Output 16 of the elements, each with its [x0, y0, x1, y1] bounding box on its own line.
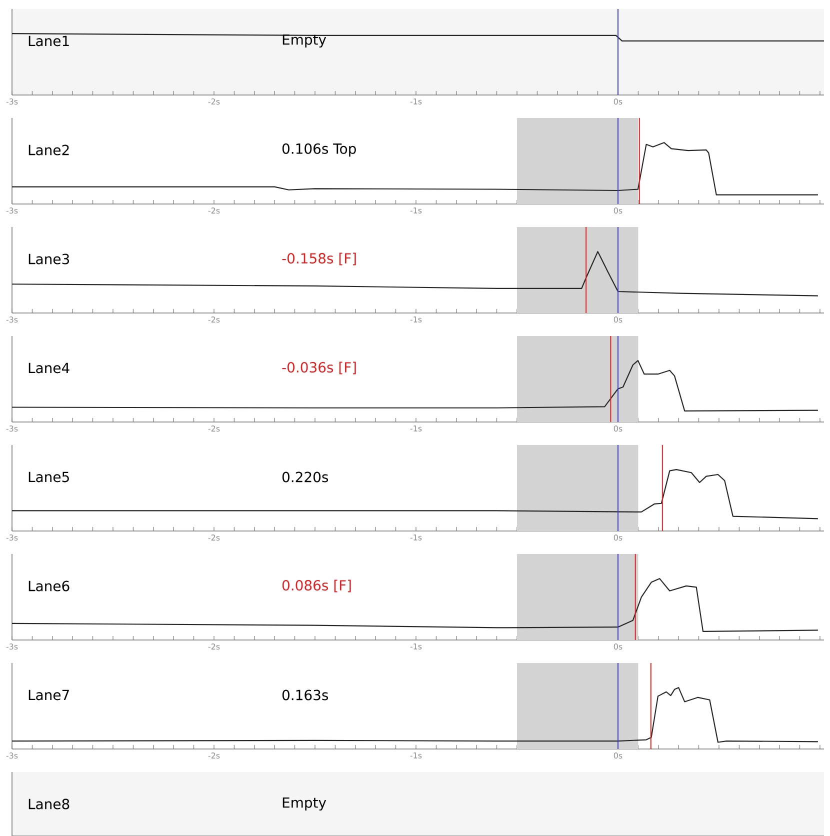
text: Lane8 — [28, 798, 70, 810]
annotation: 0.220s — [282, 472, 328, 482]
annotation: -0.158s [F] — [282, 252, 356, 266]
annotation: -0.036s [F] — [282, 362, 356, 374]
chart-title: Lane4 — [28, 362, 70, 374]
chart-title: Lane1 — [28, 36, 69, 46]
annotation: 0.163s — [282, 690, 328, 700]
annotation: Empty — [282, 34, 326, 48]
chart-title: Lane7 — [28, 690, 69, 700]
chart-title: Lane3 — [28, 254, 70, 264]
annotation: 0.106s Top — [282, 143, 356, 157]
chart-title: Lane2 — [28, 144, 69, 156]
annotation: 0.086s [F] — [282, 580, 351, 592]
text: Empty — [282, 797, 326, 811]
chart-title: Lane5 — [28, 472, 69, 482]
chart-title: Lane6 — [28, 580, 70, 592]
